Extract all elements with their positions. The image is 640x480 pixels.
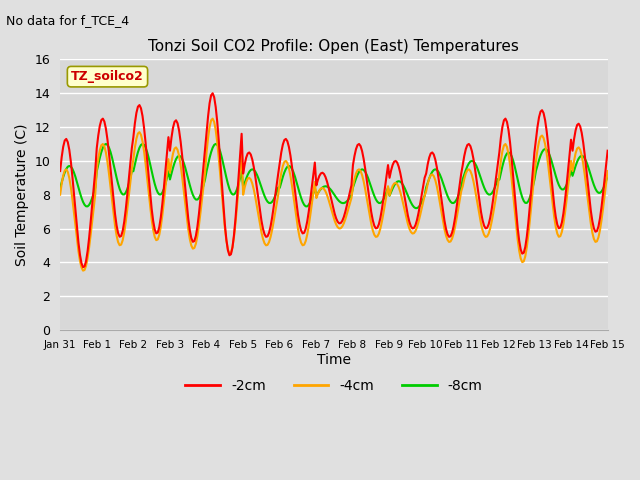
Title: Tonzi Soil CO2 Profile: Open (East) Temperatures: Tonzi Soil CO2 Profile: Open (East) Temp… <box>148 39 519 54</box>
Line: -8cm: -8cm <box>60 144 607 208</box>
-2cm <box>223 237 230 242</box>
-8cm <box>102 141 109 147</box>
Line: -4cm: -4cm <box>60 119 607 271</box>
-8cm <box>239 185 247 191</box>
Text: TZ_soilco2: TZ_soilco2 <box>71 70 144 83</box>
-2cm <box>79 264 87 270</box>
-2cm <box>299 230 307 236</box>
-2cm <box>209 90 216 96</box>
-4cm <box>250 187 258 192</box>
-2cm <box>125 176 132 182</box>
-2cm <box>577 123 584 129</box>
-4cm <box>604 168 611 174</box>
-8cm <box>604 173 611 179</box>
Line: -2cm: -2cm <box>60 93 607 267</box>
-4cm <box>299 242 307 248</box>
Y-axis label: Soil Temperature (C): Soil Temperature (C) <box>15 123 29 266</box>
-4cm <box>56 192 64 198</box>
-4cm <box>125 193 132 199</box>
-8cm <box>413 205 421 211</box>
-4cm <box>577 147 584 153</box>
-2cm <box>241 162 248 168</box>
Text: No data for f_TCE_4: No data for f_TCE_4 <box>6 14 129 27</box>
-8cm <box>248 167 256 172</box>
-4cm <box>79 268 87 274</box>
Legend: -2cm, -4cm, -8cm: -2cm, -4cm, -8cm <box>180 374 488 399</box>
-2cm <box>604 148 611 154</box>
-8cm <box>221 168 228 174</box>
X-axis label: Time: Time <box>317 352 351 367</box>
-8cm <box>297 195 305 201</box>
-4cm <box>209 116 216 121</box>
-8cm <box>577 154 584 159</box>
-8cm <box>56 185 64 191</box>
-8cm <box>125 181 132 187</box>
-4cm <box>241 184 248 190</box>
-4cm <box>223 238 230 243</box>
-2cm <box>250 164 258 170</box>
-2cm <box>56 168 64 174</box>
